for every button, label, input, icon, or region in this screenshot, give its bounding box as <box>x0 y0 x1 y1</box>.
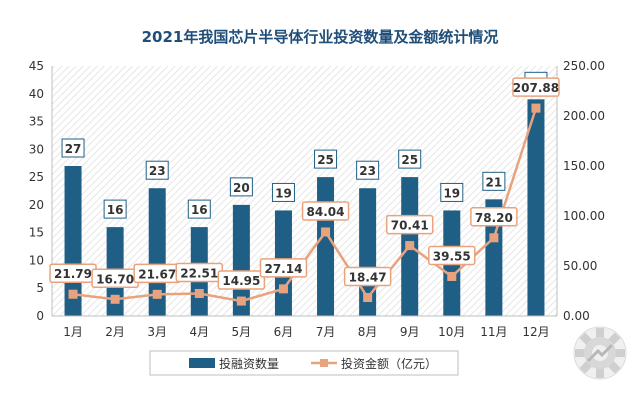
line-data-label: 21.67 <box>138 267 176 281</box>
line-data-label-box <box>428 245 476 266</box>
line-marker <box>363 293 373 303</box>
bar-data-label: 19 <box>443 186 460 200</box>
line-data-label: 207.88 <box>513 81 559 95</box>
right-tick-label: 100.00 <box>563 209 605 223</box>
x-tick-label: 9月 <box>400 325 420 339</box>
bar-data-label-box <box>103 199 127 219</box>
line-marker <box>447 271 457 281</box>
bar-data-label: 21 <box>486 175 503 189</box>
x-tick-label: 11月 <box>480 325 507 339</box>
line-data-label-box <box>385 214 434 235</box>
x-tick-label: 10月 <box>438 325 465 339</box>
bar-data-label-box <box>229 177 253 197</box>
bar-data-labels: 271623162019252325192139 <box>61 71 548 219</box>
x-tick-label: 3月 <box>147 325 167 339</box>
line-marker <box>531 103 541 113</box>
line-marker <box>110 294 120 304</box>
line-data-label-box <box>301 201 350 221</box>
x-tick-label: 1月 <box>63 325 83 339</box>
line-data-label: 21.79 <box>54 267 92 281</box>
chart-title: 2021年我国芯片半导体行业投资数量及金额统计情况 <box>142 28 499 46</box>
line-marker <box>321 227 331 237</box>
bar-data-label: 16 <box>107 203 124 217</box>
right-tick-label: 0.00 <box>563 309 590 323</box>
right-axis: 0.00 50.00 100.00 150.00 200.00 250.00 <box>556 59 605 323</box>
bar-data-label: 20 <box>233 181 250 195</box>
left-tick-label: 30 <box>29 142 44 156</box>
line-marker <box>152 289 162 299</box>
bar-data-label-box <box>356 160 380 180</box>
left-tick-label: 45 <box>29 59 44 73</box>
bar-data-label-box <box>187 199 211 219</box>
left-tick-label: 5 <box>36 281 44 295</box>
legend-label-bar: 投融资数量 <box>219 356 279 371</box>
line-data-label-box <box>259 258 308 278</box>
left-tick-label: 40 <box>29 87 44 101</box>
bar-data-label-box <box>314 149 338 169</box>
line-data-label: 16.70 <box>96 272 134 286</box>
x-tick-label: 4月 <box>189 325 209 339</box>
right-tick-label: 150.00 <box>563 159 605 173</box>
x-tick-label: 5月 <box>232 325 252 339</box>
line-marker <box>68 289 78 299</box>
x-axis: 1月 2月 3月 4月 5月 6月 7月 8月 9月 10月 11月 12月 <box>52 315 557 339</box>
line-data-label-box <box>512 77 560 97</box>
gear-logo-icon <box>573 326 627 380</box>
bar-data-label-box <box>271 182 295 202</box>
line-marker <box>489 233 499 243</box>
right-tick-label: 50.00 <box>563 259 597 273</box>
legend-swatch-bar <box>189 358 215 368</box>
line-data-label: 70.41 <box>391 219 429 233</box>
line-data-label: 78.20 <box>475 211 513 225</box>
legend-swatch-marker <box>320 359 328 367</box>
line-data-label: 14.95 <box>222 274 260 288</box>
left-axis: 0 5 10 15 20 25 30 35 40 45 <box>29 59 53 323</box>
line-data-label: 18.47 <box>349 271 387 285</box>
line-data-label-box <box>343 266 392 287</box>
right-tick-label: 200.00 <box>563 109 605 123</box>
bar <box>317 177 335 316</box>
line-data-label-box <box>217 270 266 290</box>
line-marker <box>405 241 415 251</box>
bar-data-label: 25 <box>401 153 418 167</box>
line-marker <box>278 284 288 294</box>
bar-data-label-box <box>482 171 506 191</box>
left-tick-label: 15 <box>29 226 44 240</box>
bar-data-label: 25 <box>317 153 334 167</box>
x-tick-label: 12月 <box>522 325 549 339</box>
left-tick-label: 35 <box>29 115 44 129</box>
line-data-label: 22.51 <box>180 266 218 280</box>
bar-data-label: 23 <box>149 164 166 178</box>
left-tick-label: 10 <box>29 253 44 267</box>
x-tick-label: 6月 <box>274 325 294 339</box>
line-data-labels: 21.79 16.70 21.67 22.51 14.95 27.14 84.04 18.47… <box>49 77 560 290</box>
bar-data-label: 23 <box>359 164 376 178</box>
legend: 投融资数量 投资金额（亿元） <box>149 350 459 376</box>
x-tick-label: 7月 <box>316 325 336 339</box>
left-tick-label: 0 <box>36 309 44 323</box>
line-data-label: 27.14 <box>264 262 302 276</box>
bar-data-label-box <box>145 160 169 180</box>
bar <box>527 99 545 316</box>
bar-data-label: 27 <box>65 142 82 156</box>
x-tick-label: 8月 <box>358 325 378 339</box>
line-data-label-box <box>470 207 518 227</box>
bar-data-label-box <box>61 138 85 158</box>
line-marker <box>194 288 204 298</box>
bar-data-label: 16 <box>191 203 208 217</box>
bar <box>148 188 166 316</box>
bar-data-label-box <box>440 182 464 202</box>
bar-data-label-box <box>398 149 422 169</box>
bar-data-label: 19 <box>275 186 292 200</box>
line-data-label: 84.04 <box>307 205 345 219</box>
left-tick-label: 20 <box>29 198 44 212</box>
line-marker <box>236 296 246 306</box>
x-tick-label: 2月 <box>105 325 125 339</box>
line-data-label: 39.55 <box>433 249 471 263</box>
legend-label-line: 投资金额（亿元） <box>341 356 437 371</box>
right-tick-label: 250.00 <box>563 59 605 73</box>
left-tick-label: 25 <box>29 170 44 184</box>
